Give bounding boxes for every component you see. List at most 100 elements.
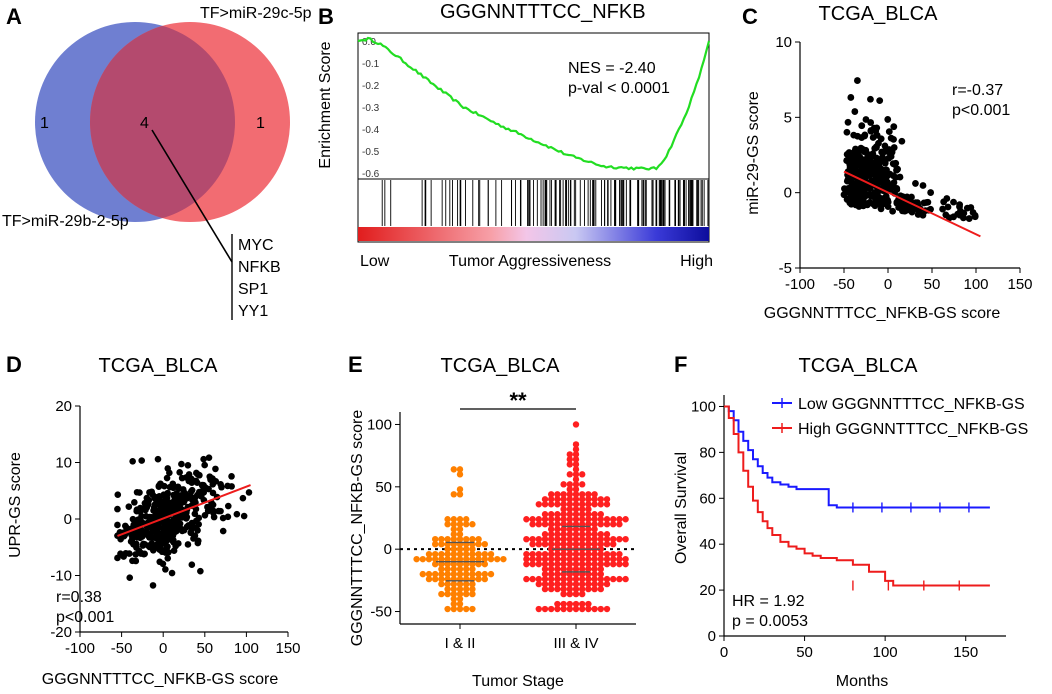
dotplot-e-point — [616, 560, 623, 568]
dotplot-e-point — [560, 481, 567, 488]
panel-label-b: B — [318, 4, 334, 29]
dotplot-e-point — [572, 536, 580, 543]
dotplot-e-point — [622, 536, 629, 543]
dotplot-e-point — [450, 536, 457, 543]
dotplot-e-point — [622, 555, 629, 563]
scatter-c-point — [854, 132, 862, 140]
dotplot-e-point — [529, 536, 536, 543]
dotplot-e-point — [603, 496, 611, 503]
scatter-c-point — [965, 215, 973, 222]
km-f-x-tick-label: 150 — [953, 644, 978, 661]
dotplot-e-point — [548, 491, 555, 498]
dotplot-e-point — [438, 590, 445, 598]
dotplot-e-point — [456, 580, 464, 588]
dotplot-e-point — [554, 516, 561, 523]
scatter-d-point — [145, 532, 153, 540]
scatter-d-point — [125, 503, 133, 510]
dotplot-e-point — [597, 540, 604, 548]
scatter-c-point — [963, 204, 971, 212]
scatter-c-point — [914, 211, 922, 218]
dotplot-e-point — [535, 605, 542, 613]
dotplot-e-point — [591, 605, 598, 613]
dotplot-e-point — [541, 555, 549, 563]
scatter-c-point — [844, 118, 852, 126]
dotplot-e-point — [572, 585, 580, 593]
dotplot-e-point — [548, 580, 555, 588]
dotplot-e-point — [425, 575, 433, 583]
dotplot-e-point — [572, 476, 580, 483]
gsea-nes: NES = -2.40 — [568, 60, 656, 77]
scatter-d-x-tick-label: -100 — [65, 640, 95, 657]
dotplot-e-point — [603, 521, 611, 528]
scatter-d-point — [245, 489, 253, 496]
scatter-c-y-label: miR-29-GS score — [745, 91, 762, 215]
dotplot-e-point — [597, 516, 604, 523]
dotplot-e-point — [554, 600, 561, 608]
dotplot-e-point — [579, 555, 586, 563]
dotplot-e-point — [597, 605, 604, 613]
dotplot-e-point — [419, 570, 426, 578]
dotplot-e-point — [566, 600, 573, 608]
dotplot-e-point — [572, 456, 580, 463]
scatter-d-point — [149, 582, 157, 589]
dotplot-e-point — [566, 486, 573, 493]
dotplot-e-point — [529, 516, 536, 523]
dotplot-e-point — [579, 590, 586, 598]
km-f-p: p = 0.0053 — [732, 613, 808, 630]
dotplot-e-point — [579, 575, 586, 583]
scatter-c-point — [867, 95, 874, 103]
dotplot-e-point — [444, 605, 451, 613]
dotplot-e-point — [548, 550, 555, 558]
dotplot-e-point — [566, 550, 573, 558]
dotplot-e-point — [450, 605, 457, 613]
venn-gene-yy1: YY1 — [238, 303, 268, 320]
gsea-chart: GGGNNTTTCC_NFKB 0.0 -0.1 -0.2 -0.3 -0.4 -0.5 -… — [317, 1, 713, 270]
scatter-c-fit-line — [843, 170, 981, 238]
scatter-d-point — [157, 541, 164, 549]
gsea-y-tick-label: 0.0 — [362, 37, 376, 48]
scatter-c-point — [889, 160, 897, 168]
dotplot-e-point — [494, 555, 501, 563]
scatter-c-point — [912, 180, 919, 187]
dotplot-e-point — [469, 590, 476, 598]
scatter-c-point — [877, 205, 885, 213]
dotplot-e-point — [432, 536, 439, 543]
scatter-c-y-tick-label: 10 — [775, 34, 792, 51]
scatter-d-point — [163, 505, 170, 513]
dotplot-e-point — [444, 570, 451, 578]
dotplot-e-point — [469, 560, 476, 568]
dotplot-e-point — [548, 570, 555, 578]
dotplot-e-point — [566, 451, 573, 458]
dotplot-e-point — [622, 516, 629, 523]
scatter-c-point — [890, 123, 898, 131]
scatter-c-point — [866, 198, 874, 206]
dotplot-e-point — [591, 550, 598, 558]
dotplot-e-point — [585, 580, 592, 588]
dotplot-e-point — [463, 585, 470, 593]
gsea-y-tick-label: -0.5 — [362, 147, 380, 158]
km-f-x-label: Months — [836, 673, 888, 690]
dotplot-e-point — [463, 605, 470, 613]
scatter-c-point — [942, 211, 950, 219]
dotplot-e-point — [554, 511, 561, 518]
dotplot-e-point — [548, 496, 555, 503]
scatter-c-point — [927, 189, 935, 196]
dotplot-e-point — [572, 471, 580, 478]
dotplot-e-point — [597, 536, 604, 543]
gsea-y-label: Enrichment Score — [317, 41, 334, 168]
dotplot-e-point — [432, 575, 439, 583]
dotplot-e-point — [572, 575, 580, 583]
dotplot-e-point — [579, 471, 586, 478]
scatter-d-point — [114, 521, 121, 529]
scatter-d-point — [145, 542, 152, 549]
km-f-x-tick-label: 100 — [873, 644, 898, 661]
dotplot-e-point — [487, 555, 495, 563]
dotplot-e: TCGA_BLCA 100 50 0 -50 I & II III & IV ** GGG… — [349, 355, 636, 690]
dotplot-e-point — [591, 560, 598, 568]
dotplot-e-point — [541, 560, 549, 568]
scatter-c-y-tick-label: 0 — [784, 185, 792, 202]
dotplot-e-point — [560, 511, 567, 518]
scatter-c-point — [887, 153, 895, 160]
dotplot-e-point — [554, 536, 561, 543]
